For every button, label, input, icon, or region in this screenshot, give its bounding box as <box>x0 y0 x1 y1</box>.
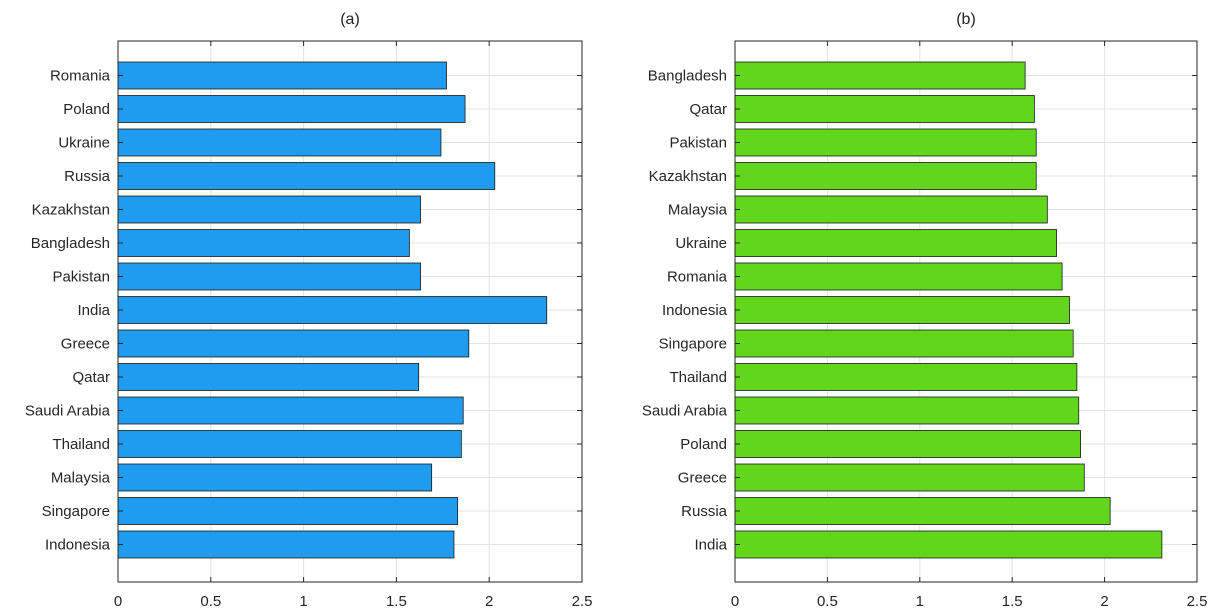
panel-b-bar-saudi-arabia <box>734 396 1080 425</box>
panel-b-category-label: Saudi Arabia <box>642 403 728 420</box>
panel-b-category-label: Singapore <box>659 336 727 353</box>
panel-b-bar-bangladesh <box>734 61 1026 90</box>
panel-b-category-label: Qatar <box>689 101 727 118</box>
panel-a-category-label: Saudi Arabia <box>25 403 111 420</box>
panel-b: (b) Bangladesh Qatar Pakistan Kazakhstan Mal… <box>642 11 1208 610</box>
panel-b-bar-thailand <box>734 363 1078 391</box>
panel-b-bar-greece <box>734 463 1085 492</box>
panel-a-title: (a) <box>340 11 360 28</box>
panel-b-xtick-label: 2.5 <box>1187 593 1208 610</box>
panel-b-bar-qatar <box>734 95 1035 123</box>
panel-a-category-label: Qatar <box>72 369 110 386</box>
panel-b-category-label: Malaysia <box>668 202 728 219</box>
panel-a-xtick-label: 0 <box>114 593 122 610</box>
panel-a: (a) Romania Poland Ukraine Russia Kazakhstan… <box>25 11 593 610</box>
panel-b-category-label: Indonesia <box>662 302 728 319</box>
panel-a-bar-malaysia <box>117 463 433 492</box>
panel-a-category-label: Poland <box>63 101 110 118</box>
panel-a-category-label: Singapore <box>42 503 110 520</box>
panel-b-category-label: Pakistan <box>669 135 727 152</box>
panel-a-xtick-label: 1 <box>299 593 307 610</box>
panel-a-bar-bangladesh <box>117 229 410 257</box>
panel-a-category-label: Indonesia <box>45 537 111 554</box>
panel-b-xtick-label: 2 <box>1100 593 1108 610</box>
panel-a-xtick-label: 0.5 <box>200 593 221 610</box>
panel-b-bar-poland <box>734 430 1081 458</box>
panel-a-bar-poland <box>117 95 466 123</box>
panel-a-bar-romania <box>117 61 447 90</box>
panel-a-category-label: India <box>77 302 110 319</box>
panel-b-bar-pakistan <box>734 128 1037 157</box>
panel-b-category-label: Romania <box>667 269 728 286</box>
panel-a-category-label: Malaysia <box>51 470 111 487</box>
panel-a-category-label: Russia <box>64 168 111 185</box>
panel-a-xtick-label: 2.5 <box>572 593 593 610</box>
panel-b-bar-india <box>734 530 1163 559</box>
panel-a-bar-singapore <box>117 497 459 525</box>
panel-b-bar-romania <box>734 262 1063 291</box>
panel-a-bar-saudi-arabia <box>117 396 464 425</box>
panel-b-category-label: Bangladesh <box>648 68 727 85</box>
panel-b-bar-malaysia <box>734 195 1048 224</box>
panel-b-axes-frame <box>734 40 1198 583</box>
panel-a-category-label: Kazakhstan <box>32 202 110 219</box>
panel-b-bar-russia <box>734 497 1111 525</box>
panel-b-title: (b) <box>956 11 976 28</box>
panel-a-bar-india <box>117 296 548 324</box>
panel-a-category-label: Pakistan <box>52 269 110 286</box>
panel-b-xtick-label: 1.5 <box>1002 593 1023 610</box>
panel-b-category-label: Ukraine <box>675 235 727 252</box>
panel-b-category-label: Russia <box>681 503 728 520</box>
panel-b-category-label: Kazakhstan <box>649 168 727 185</box>
panel-b-xtick-label: 0.5 <box>817 593 838 610</box>
panel-a-bar-pakistan <box>117 262 421 291</box>
panel-a-category-label: Bangladesh <box>31 235 110 252</box>
panel-a-axes-frame <box>117 40 583 583</box>
panel-b-xtick-label: 1 <box>916 593 924 610</box>
panel-b-category-label: Thailand <box>669 369 727 386</box>
panel-b-category-label: Poland <box>680 436 727 453</box>
panel-b-bar-indonesia <box>734 296 1070 324</box>
panel-a-bar-kazakhstan <box>117 195 421 224</box>
panel-a-category-label: Thailand <box>52 436 110 453</box>
panel-a-category-label: Romania <box>50 68 111 85</box>
panel-b-category-label: India <box>694 537 727 554</box>
panel-b-xtick-label: 0 <box>731 593 739 610</box>
panel-a-bar-ukraine <box>117 128 442 157</box>
panel-a-bar-greece <box>117 329 470 358</box>
panel-a-category-label: Ukraine <box>58 135 110 152</box>
panel-b-category-label: Greece <box>678 470 727 487</box>
panel-a-xtick-label: 1.5 <box>386 593 407 610</box>
panel-b-bar-singapore <box>734 329 1074 358</box>
panel-a-bar-russia <box>117 162 496 190</box>
panel-b-bar-kazakhstan <box>734 162 1037 190</box>
panel-a-bar-indonesia <box>117 530 455 559</box>
panel-a-category-label: Greece <box>61 336 110 353</box>
panel-a-bar-qatar <box>117 363 420 391</box>
panel-b-bar-ukraine <box>734 229 1057 257</box>
panel-a-bar-thailand <box>117 430 462 458</box>
panel-a-xtick-label: 2 <box>485 593 493 610</box>
